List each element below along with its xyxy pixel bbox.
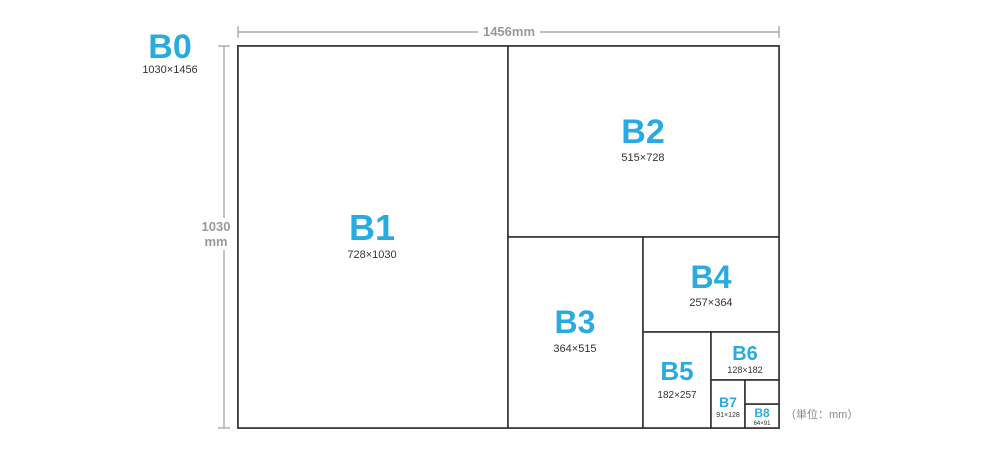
b7-sheet — [710, 379, 746, 429]
b2-size: 515×728 — [621, 152, 664, 164]
b4-label: B4 — [691, 259, 732, 295]
unit-note: （単位：mm） — [785, 407, 858, 421]
b2-sheet — [507, 45, 780, 238]
height-label-unit: mm — [204, 234, 227, 249]
b8-size: 64×91 — [754, 421, 772, 427]
b8-sheet — [744, 403, 780, 429]
b7-label: B7 — [719, 394, 737, 410]
b6-sheet — [710, 331, 780, 381]
width-dimension: 1456mm — [237, 24, 780, 39]
b6-label: B6 — [732, 343, 758, 365]
b4-sheet — [642, 236, 780, 333]
width-label: 1456mm — [483, 24, 535, 39]
b1-sheet — [237, 45, 509, 429]
b5-sheet — [642, 331, 712, 429]
b6-size: 128×182 — [727, 365, 762, 375]
b1-label: B1 — [349, 207, 395, 248]
b5-label: B5 — [660, 356, 693, 386]
height-label-number: 1030 — [202, 219, 231, 234]
b2-label: B2 — [621, 113, 664, 151]
b4-size: 257×364 — [689, 297, 732, 309]
b3-size: 364×515 — [553, 343, 596, 355]
b0-size: 1030×1456 — [142, 64, 197, 76]
height-dimension: 1030 mm — [202, 45, 231, 429]
b7-size: 91×128 — [716, 412, 740, 419]
b8-label: B8 — [754, 406, 770, 420]
b0-label: B0 — [148, 28, 191, 66]
b9-area — [744, 379, 780, 405]
b3-label: B3 — [555, 304, 596, 340]
b1-size: 728×1030 — [347, 249, 396, 261]
b5-size: 182×257 — [657, 390, 697, 401]
